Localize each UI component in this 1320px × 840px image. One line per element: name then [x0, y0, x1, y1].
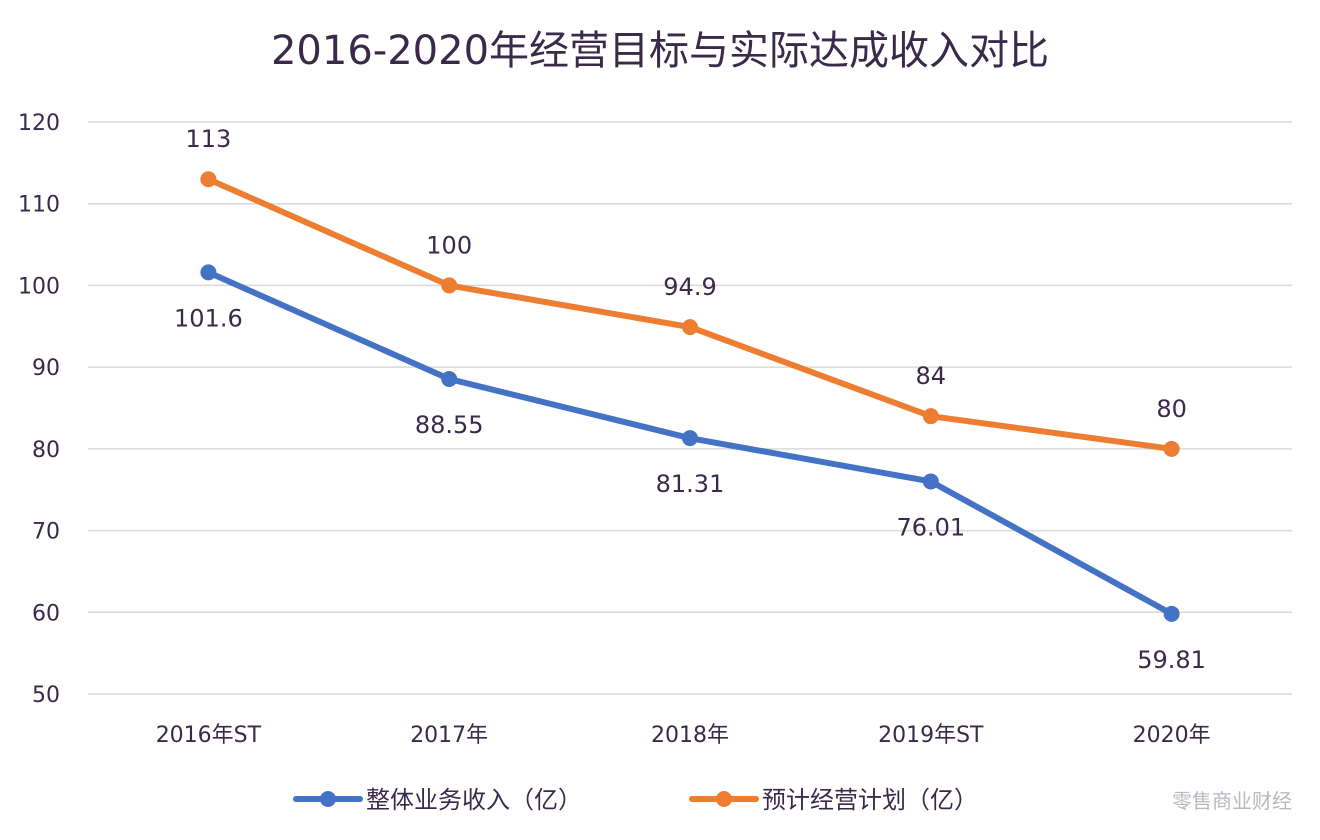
legend-label: 整体业务收入（亿） — [366, 786, 582, 814]
data-label: 94.9 — [663, 273, 716, 301]
data-point — [682, 430, 698, 447]
legend-marker — [320, 791, 336, 807]
data-label: 81.31 — [656, 470, 725, 498]
data-point — [1163, 605, 1180, 622]
data-point — [200, 171, 217, 188]
data-point — [441, 277, 458, 294]
data-label: 113 — [185, 125, 231, 153]
y-tick-label: 90 — [32, 356, 60, 381]
legend-item-0: 整体业务收入（亿） — [293, 786, 582, 814]
x-tick-label: 2020年 — [1133, 723, 1211, 748]
x-tick-label: 2016年ST — [156, 723, 262, 748]
data-label: 100 — [426, 231, 472, 259]
x-tick-label: 2019年ST — [878, 723, 984, 748]
legend-item-1: 预计经营计划（亿） — [689, 786, 978, 814]
series-line-1 — [207, 176, 1173, 452]
legend-label: 预计经营计划（亿） — [762, 786, 978, 814]
data-label: 59.81 — [1137, 646, 1206, 674]
data-point — [200, 264, 217, 281]
data-point — [922, 408, 939, 425]
y-tick-label: 50 — [32, 683, 60, 708]
data-point — [441, 370, 458, 387]
y-tick-label: 60 — [32, 601, 60, 626]
data-label: 84 — [916, 362, 947, 390]
y-tick-label: 110 — [18, 193, 60, 218]
data-label: 76.01 — [896, 513, 965, 541]
data-label: 88.55 — [415, 411, 484, 439]
y-tick-label: 120 — [18, 111, 60, 136]
data-point — [1163, 440, 1180, 457]
x-tick-label: 2018年 — [651, 723, 729, 748]
watermark: 零售商业财经 — [1172, 789, 1292, 813]
data-point — [682, 319, 698, 336]
y-tick-label: 80 — [32, 438, 60, 463]
legend-marker — [716, 791, 732, 807]
data-label: 80 — [1156, 395, 1187, 423]
x-tick-label: 2017年 — [410, 723, 488, 748]
data-point — [922, 473, 939, 490]
y-tick-label: 100 — [18, 274, 60, 299]
y-tick-label: 70 — [32, 520, 60, 545]
chart-title: 2016-2020年经营目标与实际达成收入对比 — [271, 28, 1049, 74]
data-label: 101.6 — [174, 304, 243, 332]
